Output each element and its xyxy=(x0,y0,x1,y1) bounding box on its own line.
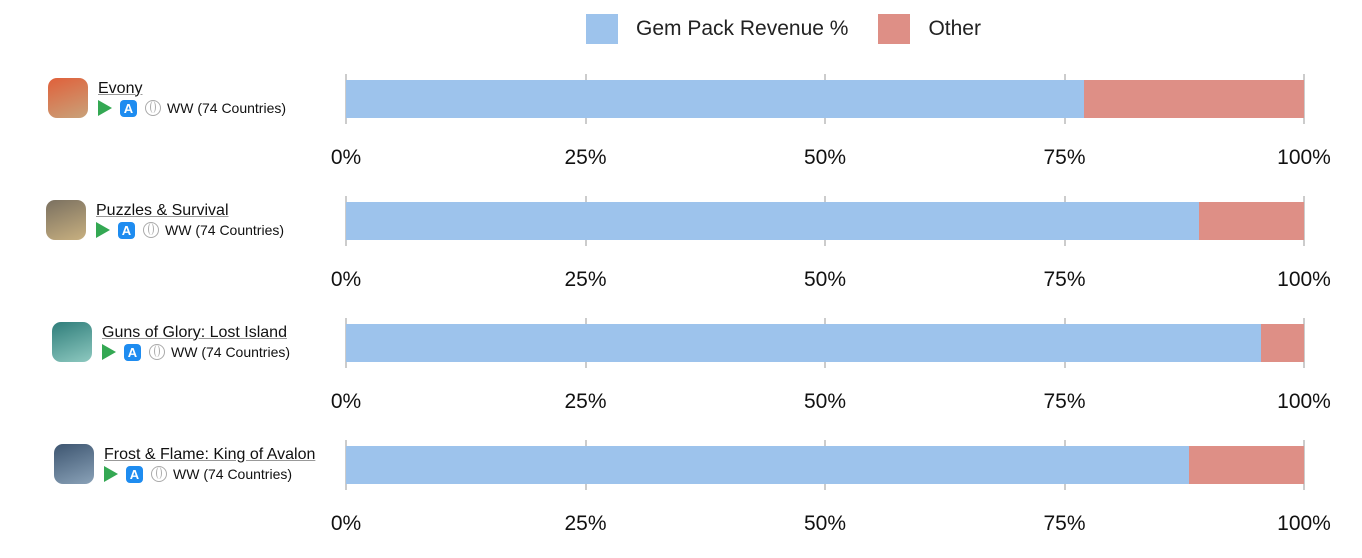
chart-row: Puzzles & Survival A WW (74 Countries) 0… xyxy=(0,184,1362,306)
tick-label: 50% xyxy=(803,512,847,535)
globe-icon xyxy=(143,222,159,238)
bar-gem-pack[interactable] xyxy=(346,324,1261,362)
legend-swatch xyxy=(586,14,618,44)
bar-other[interactable] xyxy=(1083,80,1304,118)
globe-icon xyxy=(145,100,161,116)
region-label: WW (74 Countries) xyxy=(171,344,291,360)
legend-item-other[interactable]: Other xyxy=(878,14,981,44)
app-name-link[interactable]: Puzzles & Survival xyxy=(96,201,229,219)
app-store-icon: A xyxy=(124,343,141,361)
app-icon xyxy=(54,444,94,484)
app-name-link[interactable]: Frost & Flame: King of Avalon xyxy=(104,445,316,463)
bar-track xyxy=(346,324,1304,362)
google-play-icon xyxy=(104,466,118,482)
legend: Gem Pack Revenue % Other xyxy=(586,14,1011,44)
tick-label: 0% xyxy=(330,268,362,291)
tick-label: 100% xyxy=(1277,268,1331,291)
bar-track xyxy=(346,80,1304,118)
legend-item-gem-pack[interactable]: Gem Pack Revenue % xyxy=(586,14,848,44)
bar-track xyxy=(346,202,1304,240)
chart-row: Guns of Glory: Lost Island A WW (74 Coun… xyxy=(0,306,1362,428)
tick-label: 50% xyxy=(803,390,847,413)
tick-label: 100% xyxy=(1277,512,1331,535)
app-info: Guns of Glory: Lost Island A WW (74 Coun… xyxy=(52,322,290,362)
bar-other[interactable] xyxy=(1198,202,1304,240)
tick-label: 75% xyxy=(1043,512,1086,535)
tick-label: 25% xyxy=(564,146,607,169)
tick-label: 50% xyxy=(803,268,847,291)
region-label: WW (74 Countries) xyxy=(173,466,293,482)
globe-icon xyxy=(151,466,167,482)
legend-swatch xyxy=(878,14,911,44)
app-info: Puzzles & Survival A WW (74 Countries) xyxy=(46,200,284,240)
chart-row: Frost & Flame: King of Avalon A WW (74 C… xyxy=(0,428,1362,550)
tick-label: 0% xyxy=(330,146,362,169)
bar-gem-pack[interactable] xyxy=(346,202,1199,240)
tick-label: 75% xyxy=(1043,268,1086,291)
bar-other[interactable] xyxy=(1260,324,1304,362)
tick-label: 100% xyxy=(1277,146,1331,169)
app-name-link[interactable]: Guns of Glory: Lost Island xyxy=(102,323,287,341)
google-play-icon xyxy=(98,100,112,116)
tick-label: 25% xyxy=(564,390,607,413)
tick-label: 75% xyxy=(1043,146,1086,169)
bar-other[interactable] xyxy=(1189,446,1304,484)
app-info: Evony A WW (74 Countries) xyxy=(48,78,286,118)
google-play-icon xyxy=(102,344,116,360)
tick-label: 100% xyxy=(1277,390,1331,413)
tick-label: 0% xyxy=(330,512,362,535)
app-icon xyxy=(46,200,86,240)
bar-gem-pack[interactable] xyxy=(346,446,1190,484)
tick-label: 75% xyxy=(1043,390,1086,413)
region-label: WW (74 Countries) xyxy=(167,100,287,116)
app-icon xyxy=(48,78,88,118)
bar-track xyxy=(346,446,1304,484)
app-info: Frost & Flame: King of Avalon A WW (74 C… xyxy=(54,444,315,484)
chart-row: Evony A WW (74 Countries) 0% 25% 50% 75% 100… xyxy=(0,62,1362,184)
google-play-icon xyxy=(96,222,110,238)
region-label: WW (74 Countries) xyxy=(165,222,285,238)
tick-label: 50% xyxy=(803,146,847,169)
bar-gem-pack[interactable] xyxy=(346,80,1084,118)
legend-label: Gem Pack Revenue % xyxy=(636,17,849,40)
tick-label: 25% xyxy=(564,512,607,535)
tick-label: 25% xyxy=(564,268,607,291)
app-store-icon: A xyxy=(118,221,135,239)
tick-label: 0% xyxy=(330,390,362,413)
legend-label: Other xyxy=(928,17,981,40)
globe-icon xyxy=(149,344,165,360)
app-icon xyxy=(52,322,92,362)
app-name-link[interactable]: Evony xyxy=(98,79,143,97)
app-store-icon: A xyxy=(126,465,143,483)
app-store-icon: A xyxy=(120,99,137,117)
